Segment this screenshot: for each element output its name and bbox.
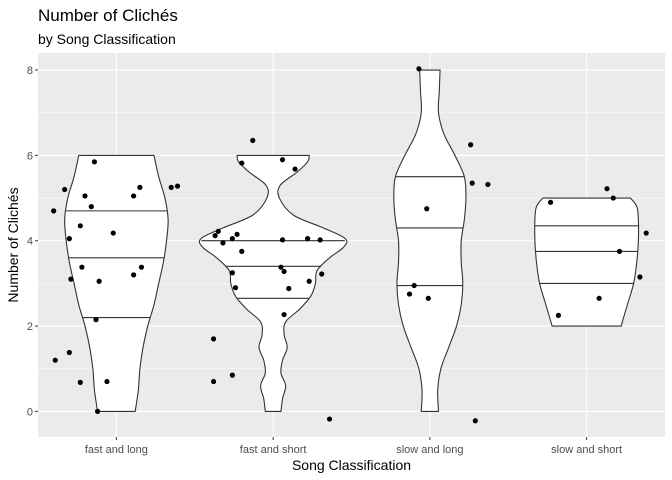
data-point [468, 142, 474, 148]
data-point [326, 416, 333, 422]
data-point [68, 276, 74, 282]
data-point [131, 272, 137, 278]
violin-fast-and-long [64, 154, 169, 412]
x-tick-label: slow and long [396, 444, 463, 456]
data-point [82, 193, 88, 199]
data-point [210, 336, 217, 342]
data-point [62, 186, 68, 193]
data-point [286, 285, 292, 292]
data-point [239, 160, 245, 166]
data-point [66, 236, 72, 242]
data-point [610, 195, 616, 201]
violin-fast-and-short [198, 154, 348, 412]
chart-title: Number of Clichés [38, 6, 178, 25]
data-point [174, 183, 181, 189]
data-point [596, 295, 602, 301]
data-point [281, 311, 287, 318]
data-point [469, 180, 475, 186]
data-point [168, 184, 174, 190]
data-point [232, 285, 239, 291]
data-point [66, 349, 72, 356]
data-point [278, 264, 284, 270]
y-tick-label: 6 [27, 150, 33, 162]
chart-subtitle: by Song Classification [38, 31, 176, 47]
data-point [51, 208, 57, 214]
x-tick-label: slow and short [551, 444, 622, 456]
x-tick-label: fast and long [85, 444, 148, 456]
data-point [424, 206, 430, 212]
y-tick-label: 0 [27, 406, 33, 418]
y-tick-label: 4 [27, 236, 33, 248]
data-point [279, 237, 286, 243]
data-point [425, 295, 431, 301]
data-point [279, 157, 286, 163]
data-point [77, 379, 83, 385]
data-point [555, 312, 562, 318]
data-point [104, 378, 110, 385]
data-point [234, 231, 240, 237]
y-axis: 0 2 4 6 8 [27, 65, 38, 418]
data-point [485, 181, 491, 188]
data-point [220, 240, 226, 246]
data-point [604, 186, 610, 192]
data-point [292, 166, 298, 172]
data-point [229, 372, 235, 378]
data-point [88, 204, 94, 210]
data-point [317, 237, 323, 243]
data-point [131, 193, 137, 199]
x-axis: fast and long fast and short slow and long… [85, 437, 622, 456]
data-point [93, 317, 99, 323]
y-axis-title: Number of Clichés [5, 187, 21, 302]
data-point [472, 418, 478, 424]
data-point [547, 199, 554, 205]
data-point [77, 223, 83, 229]
data-point [215, 228, 221, 234]
data-point [137, 184, 143, 190]
data-point [229, 270, 235, 276]
data-point [616, 248, 623, 254]
data-point [281, 268, 287, 275]
data-point [110, 230, 116, 236]
data-point [637, 274, 643, 280]
violins [64, 69, 640, 412]
data-point [643, 230, 649, 236]
x-tick-label: fast and short [240, 444, 307, 456]
data-point [250, 137, 256, 144]
data-point [306, 278, 312, 284]
data-point [138, 264, 145, 270]
x-axis-title: Song Classification [292, 457, 411, 473]
data-point [411, 282, 417, 289]
data-point [406, 291, 413, 297]
y-tick-label: 2 [27, 321, 33, 333]
data-point [94, 408, 101, 414]
data-point [305, 236, 311, 242]
y-tick-label: 8 [27, 65, 33, 77]
data-point [91, 159, 98, 165]
data-point [96, 278, 102, 284]
data-point [212, 233, 218, 239]
data-point [229, 236, 235, 242]
data-point [416, 66, 422, 72]
data-point [52, 357, 58, 363]
data-point [239, 248, 245, 254]
data-point [319, 271, 325, 277]
violin-slow-and-short [534, 197, 640, 327]
data-point [79, 264, 85, 270]
data-point [210, 378, 217, 385]
data-points [51, 66, 649, 424]
